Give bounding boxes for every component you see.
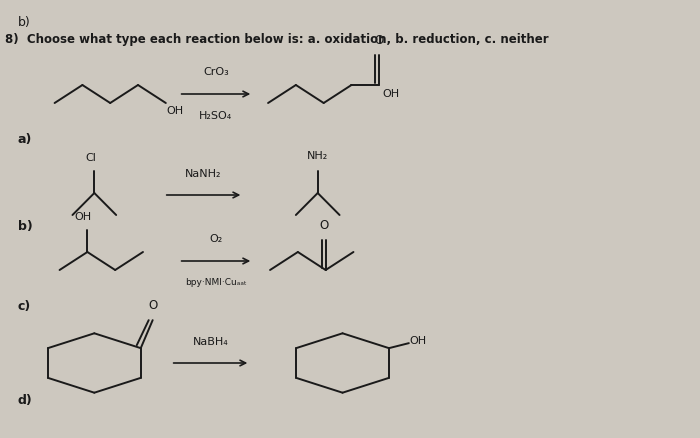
Text: NaBH₄: NaBH₄ — [193, 337, 228, 347]
Text: O: O — [148, 299, 158, 312]
Text: OH: OH — [167, 106, 184, 116]
Text: OH: OH — [75, 212, 92, 222]
Text: H₂SO₄: H₂SO₄ — [199, 111, 232, 121]
Text: O₂: O₂ — [209, 234, 223, 244]
Text: b): b) — [18, 220, 33, 233]
Text: CrO₃: CrO₃ — [203, 67, 229, 77]
Text: NH₂: NH₂ — [307, 151, 328, 161]
Text: 8)  Choose what type each reaction below is: a. oxidation, b. reduction, c. neit: 8) Choose what type each reaction below … — [5, 33, 549, 46]
Text: O: O — [319, 219, 328, 232]
Text: OH: OH — [382, 89, 400, 99]
Text: b): b) — [18, 16, 31, 29]
Text: OH: OH — [410, 336, 427, 346]
Text: a): a) — [18, 133, 32, 146]
Text: bpy·NMI·Cuₐₐₜ: bpy·NMI·Cuₐₐₜ — [185, 278, 247, 287]
Text: O: O — [374, 34, 384, 47]
Text: d): d) — [18, 394, 33, 407]
Text: Cl: Cl — [85, 153, 96, 163]
Text: c): c) — [18, 300, 31, 313]
Text: NaNH₂: NaNH₂ — [186, 169, 222, 179]
